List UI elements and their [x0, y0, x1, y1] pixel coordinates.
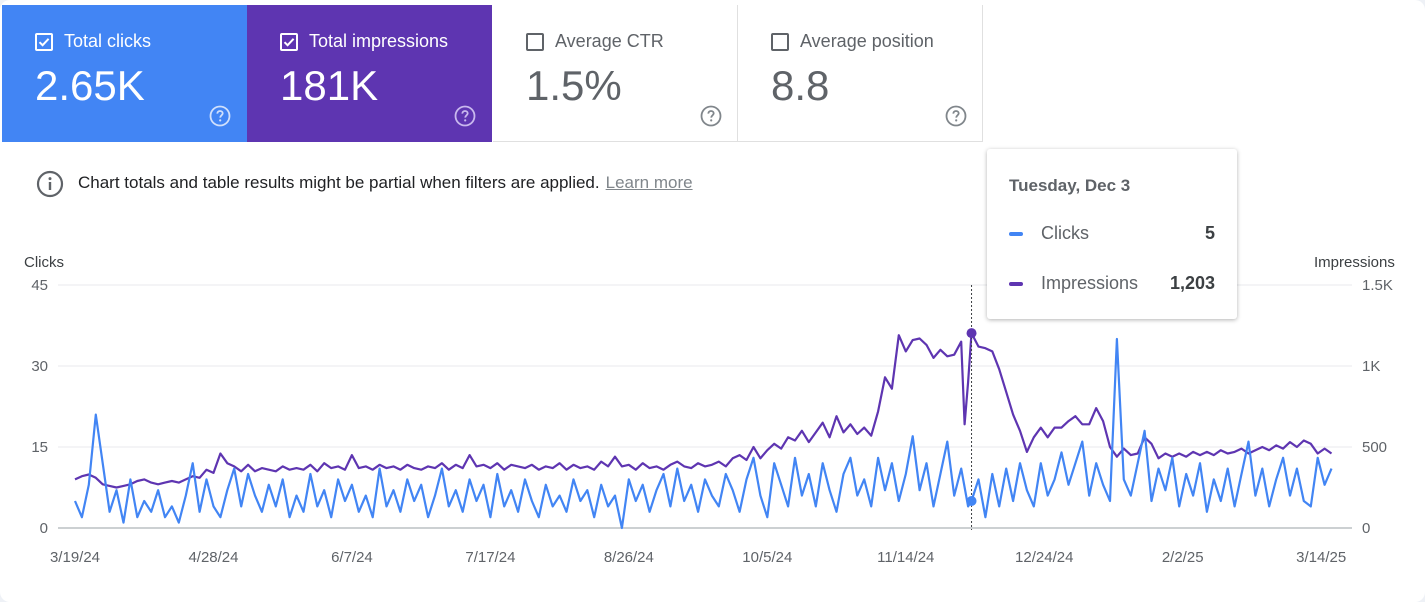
left-axis-title: Clicks [24, 254, 64, 271]
notice-text-wrapper: Chart totals and table results might be … [78, 173, 693, 193]
left-tick-label: 45 [31, 277, 48, 294]
x-tick-label: 7/17/24 [465, 549, 515, 566]
tooltip-series-name: Clicks [1041, 223, 1089, 243]
tooltip-date: Tuesday, Dec 3 [1009, 176, 1131, 195]
help-icon[interactable] [209, 105, 231, 127]
checkbox-unchecked-icon[interactable] [526, 33, 544, 51]
left-tick-label: 30 [31, 358, 48, 375]
metric-tile-total-impressions[interactable]: Total impressions 181K [247, 5, 492, 142]
clicks-hover-point [966, 496, 977, 506]
help-icon[interactable] [700, 105, 722, 127]
x-tick-label: 3/14/25 [1296, 549, 1346, 566]
impressions-hover-point [966, 328, 977, 339]
metric-value: 1.5% [526, 62, 622, 109]
tooltip-series-value: 5 [1204, 223, 1215, 243]
x-tick-label: 12/24/24 [1015, 549, 1073, 566]
x-tick-label: 10/5/24 [742, 549, 792, 566]
metric-value: 8.8 [771, 62, 830, 109]
metric-label: Average CTR [555, 31, 664, 51]
clicks-series-line [73, 337, 1333, 530]
metric-label: Total impressions [309, 31, 449, 51]
x-tick-label: 8/26/24 [604, 549, 654, 566]
checkbox-checked-icon[interactable] [280, 33, 298, 51]
performance-chart[interactable]: 0 15 30 45 0 500 1K 1.5K 3/19/24 4/28/24 6/7/24 7/1… [0, 270, 1425, 580]
right-tick-label: 0 [1362, 520, 1370, 537]
left-tick-label: 0 [40, 520, 48, 537]
help-icon[interactable] [945, 105, 967, 127]
impressions-series-line [74, 331, 1333, 489]
metric-value: 2.65K [35, 62, 145, 109]
metric-tile-average-position[interactable]: Average position 8.8 [738, 5, 983, 142]
chart-tooltip: Tuesday, Dec 3 Clicks 5 Impressions 1,20… [987, 149, 1237, 319]
x-tick-label: 6/7/24 [331, 549, 373, 566]
tooltip-series-name: Impressions [1041, 273, 1139, 293]
metric-tile-total-clicks[interactable]: Total clicks 2.65K [2, 5, 247, 142]
x-tick-label: 4/28/24 [188, 549, 238, 566]
x-tick-label: 11/14/24 [877, 549, 934, 566]
left-tick-label: 15 [31, 439, 48, 456]
tooltip-series-value: 1,203 [1169, 273, 1215, 293]
metric-tile-average-ctr[interactable]: Average CTR 1.5% [493, 5, 738, 142]
notice-text: Chart totals and table results might be … [78, 173, 600, 192]
right-tick-label: 1K [1362, 358, 1380, 375]
x-tick-label: 3/19/24 [50, 549, 100, 566]
right-axis-title: Impressions [1314, 254, 1395, 271]
metric-label: Average position [800, 31, 934, 51]
impressions-legend-dash [1009, 282, 1023, 286]
right-tick-label: 1.5K [1362, 277, 1393, 294]
metric-label: Total clicks [64, 31, 152, 51]
metric-value: 181K [280, 62, 379, 109]
info-icon [36, 170, 64, 198]
x-tick-label: 2/2/25 [1162, 549, 1204, 566]
right-tick-label: 500 [1362, 439, 1387, 456]
checkbox-unchecked-icon[interactable] [771, 33, 789, 51]
clicks-legend-dash [1009, 232, 1023, 236]
checkbox-checked-icon[interactable] [35, 33, 53, 51]
learn-more-link[interactable]: Learn more [605, 173, 693, 192]
help-icon[interactable] [454, 105, 476, 127]
